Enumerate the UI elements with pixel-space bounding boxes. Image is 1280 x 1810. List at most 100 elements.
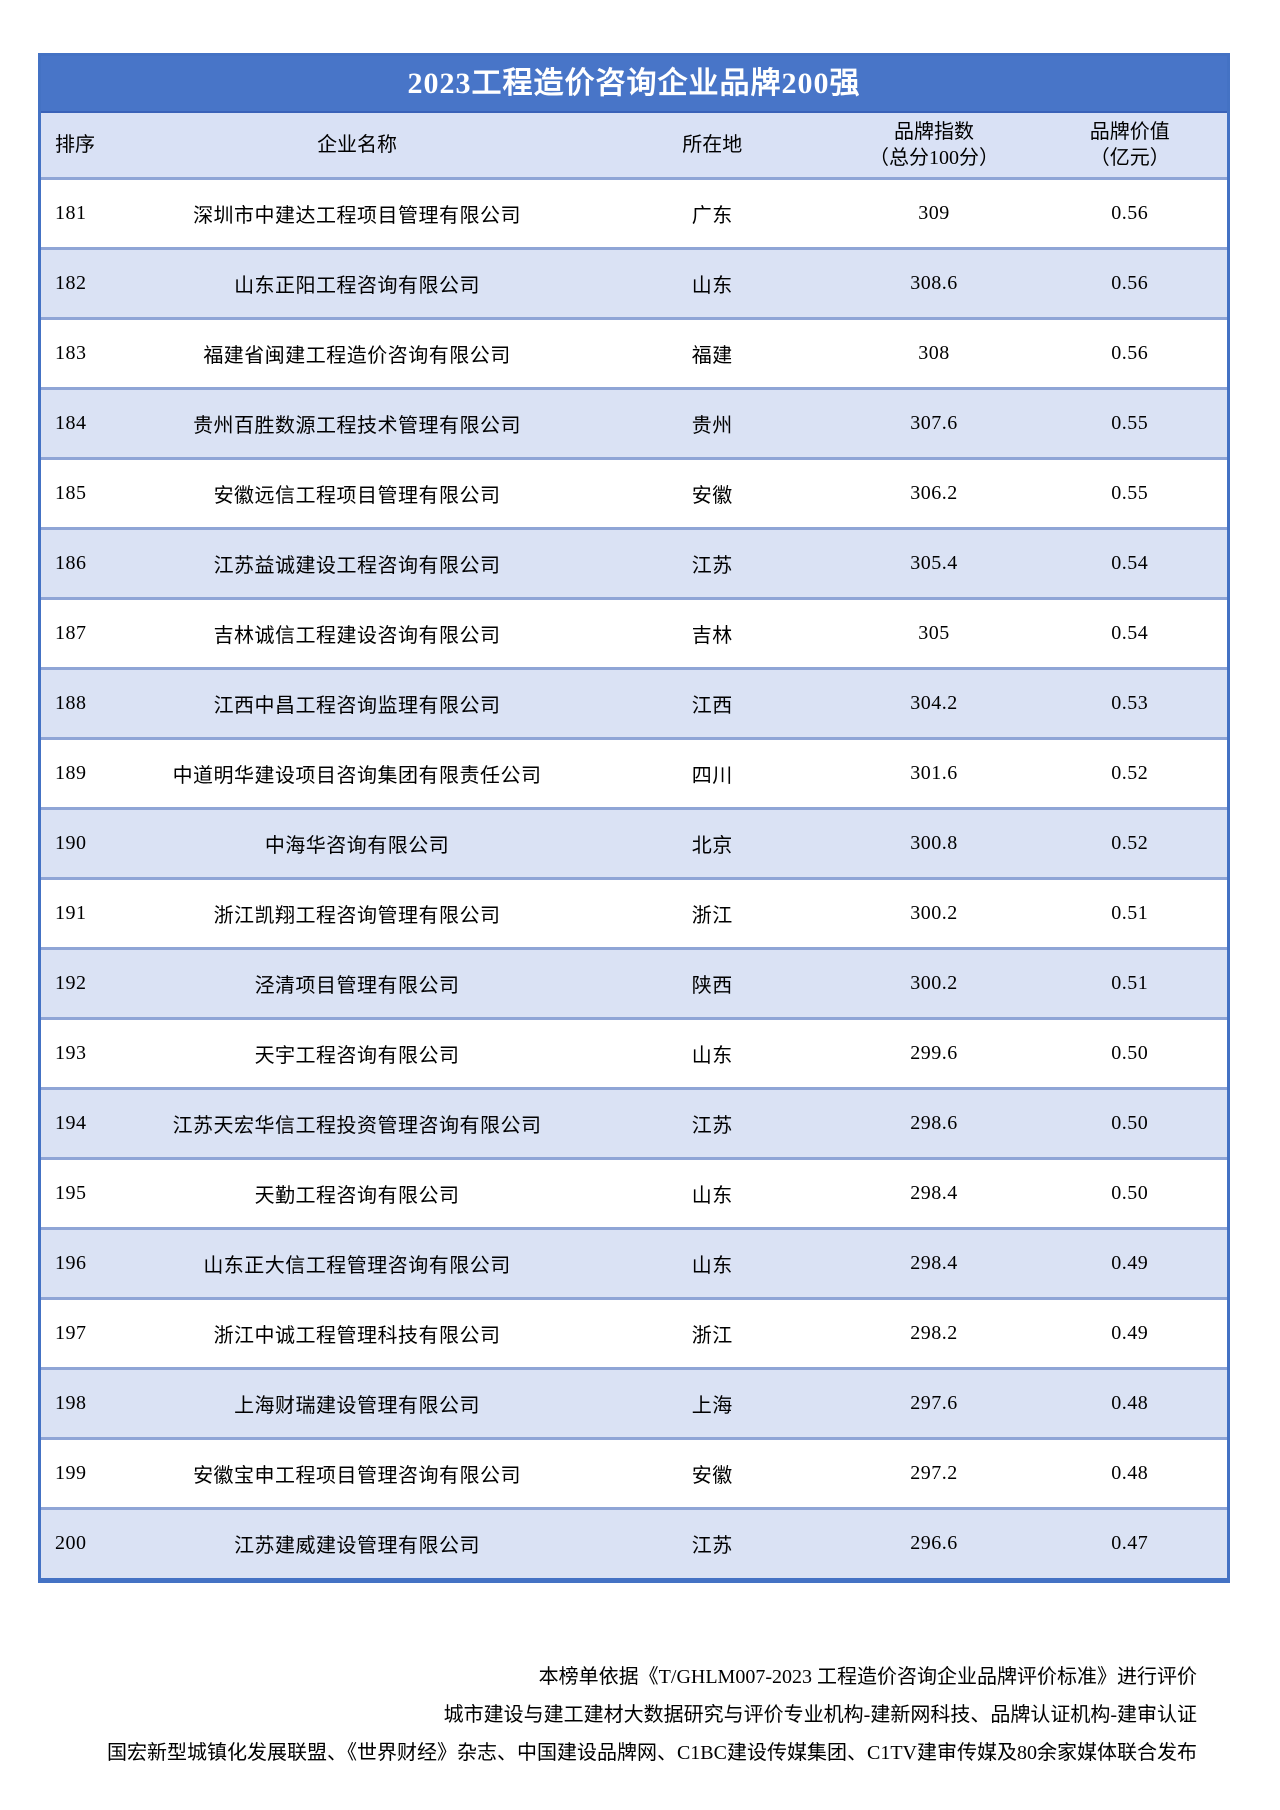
rank-cell: 199 (55, 1461, 87, 1484)
company-name-cell: 深圳市中建达工程项目管理有限公司 (193, 204, 522, 227)
brand-value-cell: 0.56 (1111, 271, 1149, 294)
location-cell: 安徽 (691, 484, 733, 507)
header-location: 所在地 (682, 133, 743, 156)
brand-value-cell: 0.56 (1111, 341, 1149, 364)
header-brand-value-sublabel: （亿元） (1089, 146, 1170, 169)
brand-index-cell: 298.6 (910, 1111, 958, 1134)
table-header: 排序 企业名称 所在地 品牌指数 （总分100分） 品牌价值 （亿元） (41, 113, 1227, 178)
brand-value-cell: 0.50 (1111, 1041, 1149, 1064)
company-name-cell: 江西中昌工程咨询监理有限公司 (213, 694, 501, 717)
company-name-cell: 中道明华建设项目咨询集团有限责任公司 (172, 764, 542, 787)
table-row: 185 安徽远信工程项目管理有限公司 安徽 306.2 0.55 (41, 458, 1227, 528)
brand-value-cell: 0.54 (1111, 621, 1149, 644)
brand-value-cell: 0.54 (1111, 551, 1149, 574)
location-cell: 山东 (691, 1044, 733, 1067)
table-row: 184 贵州百胜数源工程技术管理有限公司 贵州 307.6 0.55 (41, 388, 1227, 458)
rank-cell: 200 (55, 1532, 87, 1555)
table-row: 199 安徽宝申工程项目管理咨询有限公司 安徽 297.2 0.48 (41, 1438, 1227, 1508)
location-cell: 山东 (691, 274, 733, 297)
company-name-cell: 江苏天宏华信工程投资管理咨询有限公司 (172, 1114, 542, 1137)
table-row: 189 中道明华建设项目咨询集团有限责任公司 四川 301.6 0.52 (41, 738, 1227, 808)
company-name-cell: 泾清项目管理有限公司 (254, 974, 460, 997)
header-row: 排序 企业名称 所在地 品牌指数 （总分100分） 品牌价值 （亿元） (41, 113, 1227, 178)
rank-cell: 193 (55, 1041, 87, 1064)
location-cell: 广东 (691, 204, 733, 227)
brand-index-cell: 298.2 (910, 1321, 958, 1344)
brand-value-cell: 0.56 (1111, 201, 1149, 224)
brand-value-cell: 0.51 (1111, 971, 1149, 994)
table-row: 200 江苏建威建设管理有限公司 江苏 296.6 0.47 (41, 1508, 1227, 1578)
brand-index-cell: 301.6 (910, 761, 958, 784)
rank-cell: 198 (55, 1391, 87, 1414)
ranking-table: 排序 企业名称 所在地 品牌指数 （总分100分） 品牌价值 （亿元） 181 … (41, 113, 1227, 1578)
brand-value-cell: 0.52 (1111, 761, 1149, 784)
header-brand-value-label: 品牌价值 (1089, 120, 1170, 143)
brand-index-cell: 300.2 (910, 901, 958, 924)
location-cell: 陕西 (691, 974, 733, 997)
company-name-cell: 江苏建威建设管理有限公司 (234, 1535, 481, 1558)
table-row: 191 浙江凯翔工程咨询管理有限公司 浙江 300.2 0.51 (41, 878, 1227, 948)
table-row: 198 上海财瑞建设管理有限公司 上海 297.6 0.48 (41, 1368, 1227, 1438)
rank-cell: 196 (55, 1251, 87, 1274)
header-brand-index: 品牌指数 （总分100分） (836, 113, 1033, 178)
rank-cell: 186 (55, 551, 87, 574)
brand-index-cell: 304.2 (910, 691, 958, 714)
brand-index-cell: 300.2 (910, 971, 958, 994)
company-name-cell: 山东正大信工程管理咨询有限公司 (203, 1254, 511, 1277)
brand-index-cell: 308.6 (910, 271, 958, 294)
header-brand-value: 品牌价值 （亿元） (1032, 113, 1227, 178)
company-name-cell: 吉林诚信工程建设咨询有限公司 (213, 624, 501, 647)
brand-value-cell: 0.48 (1111, 1391, 1149, 1414)
location-cell: 江苏 (691, 1535, 733, 1558)
table-row: 182 山东正阳工程咨询有限公司 山东 308.6 0.56 (41, 248, 1227, 318)
header-brand-index-sublabel: （总分100分） (869, 146, 1000, 169)
table-row: 197 浙江中诚工程管理科技有限公司 浙江 298.2 0.49 (41, 1298, 1227, 1368)
brand-index-cell: 305 (918, 621, 950, 644)
location-cell: 安徽 (691, 1464, 733, 1487)
brand-value-cell: 0.48 (1111, 1461, 1149, 1484)
company-name-cell: 上海财瑞建设管理有限公司 (234, 1394, 481, 1417)
header-brand-index-label: 品牌指数 (894, 120, 975, 143)
brand-index-cell: 298.4 (910, 1181, 958, 1204)
table-row: 183 福建省闽建工程造价咨询有限公司 福建 308 0.56 (41, 318, 1227, 388)
company-name-cell: 安徽远信工程项目管理有限公司 (213, 484, 501, 507)
footer-line-3: 国宏新型城镇化发展联盟、《世界财经》杂志、中国建设品牌网、C1BC建设传媒集团、… (106, 1742, 1197, 1764)
location-cell: 江苏 (691, 554, 733, 577)
rank-cell: 188 (55, 691, 87, 714)
location-cell: 上海 (691, 1394, 733, 1417)
table-row: 195 天勤工程咨询有限公司 山东 298.4 0.50 (41, 1158, 1227, 1228)
company-name-cell: 浙江凯翔工程咨询管理有限公司 (213, 904, 501, 927)
table-row: 196 山东正大信工程管理咨询有限公司 山东 298.4 0.49 (41, 1228, 1227, 1298)
table-body: 181 深圳市中建达工程项目管理有限公司 广东 309 0.56 182 山东正… (41, 178, 1227, 1578)
table-row: 186 江苏益诚建设工程咨询有限公司 江苏 305.4 0.54 (41, 528, 1227, 598)
location-cell: 福建 (691, 344, 733, 367)
location-cell: 四川 (691, 764, 733, 787)
rank-cell: 195 (55, 1181, 87, 1204)
location-cell: 北京 (691, 834, 733, 857)
company-name-cell: 福建省闽建工程造价咨询有限公司 (203, 344, 511, 367)
table-row: 192 泾清项目管理有限公司 陕西 300.2 0.51 (41, 948, 1227, 1018)
table-row: 187 吉林诚信工程建设咨询有限公司 吉林 305 0.54 (41, 598, 1227, 668)
brand-value-cell: 0.49 (1111, 1321, 1149, 1344)
company-name-cell: 江苏益诚建设工程咨询有限公司 (213, 554, 501, 577)
brand-value-cell: 0.51 (1111, 901, 1149, 924)
rank-cell: 182 (55, 271, 87, 294)
location-cell: 浙江 (691, 1324, 733, 1347)
header-company-name: 企业名称 (317, 133, 398, 156)
company-name-cell: 贵州百胜数源工程技术管理有限公司 (193, 414, 522, 437)
company-name-cell: 浙江中诚工程管理科技有限公司 (213, 1324, 501, 1347)
rank-cell: 192 (55, 971, 87, 994)
brand-value-cell: 0.47 (1111, 1532, 1149, 1555)
brand-index-cell: 299.6 (910, 1041, 958, 1064)
footer-line-1: 本榜单依据《T/GHLM007-2023 工程造价咨询企业品牌评价标准》进行评价 (538, 1666, 1197, 1688)
brand-value-cell: 0.55 (1111, 481, 1149, 504)
header-rank: 排序 (55, 133, 95, 156)
brand-value-cell: 0.49 (1111, 1251, 1149, 1274)
brand-index-cell: 297.2 (910, 1461, 958, 1484)
brand-index-cell: 300.8 (910, 831, 958, 854)
footer-notes: 本榜单依据《T/GHLM007-2023 工程造价咨询企业品牌评价标准》进行评价… (37, 1658, 1197, 1772)
table-row: 188 江西中昌工程咨询监理有限公司 江西 304.2 0.53 (41, 668, 1227, 738)
footer-line-2: 城市建设与建工建材大数据研究与评价专业机构-建新网科技、品牌认证机构-建审认证 (443, 1704, 1197, 1726)
location-cell: 浙江 (691, 904, 733, 927)
